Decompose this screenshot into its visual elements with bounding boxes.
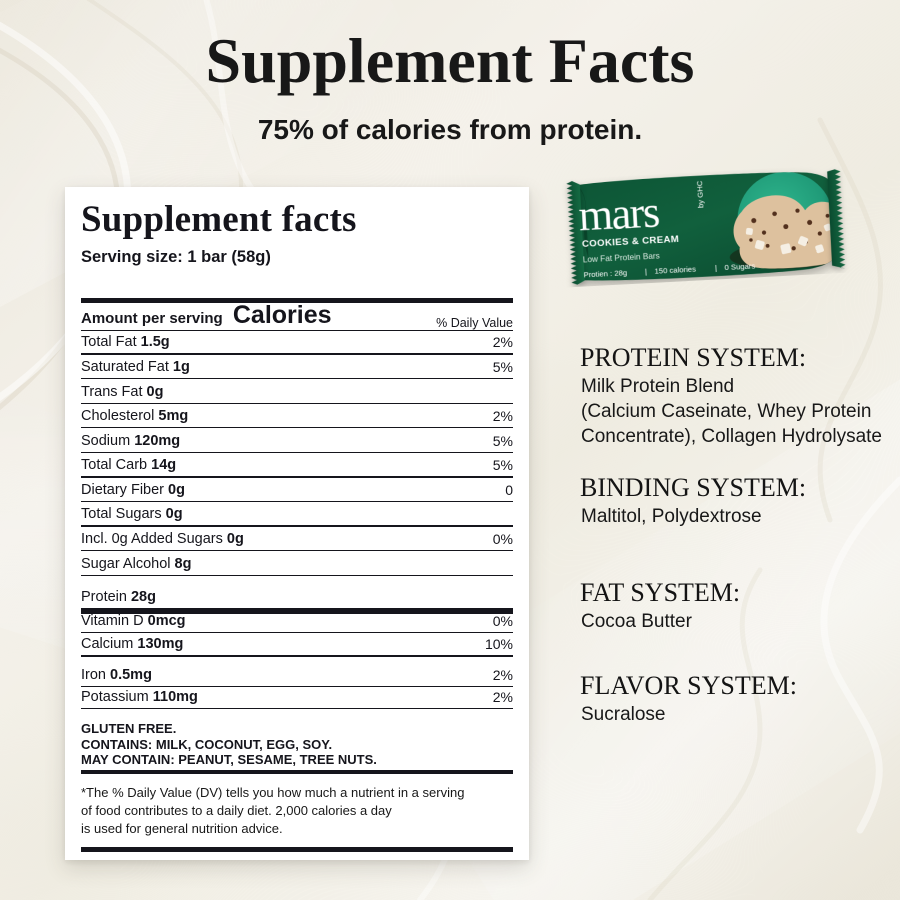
svg-text:mars: mars <box>577 188 660 241</box>
svg-text:by GHC: by GHC <box>695 180 705 208</box>
svg-text:0 Sugars: 0 Sugars <box>724 262 755 273</box>
